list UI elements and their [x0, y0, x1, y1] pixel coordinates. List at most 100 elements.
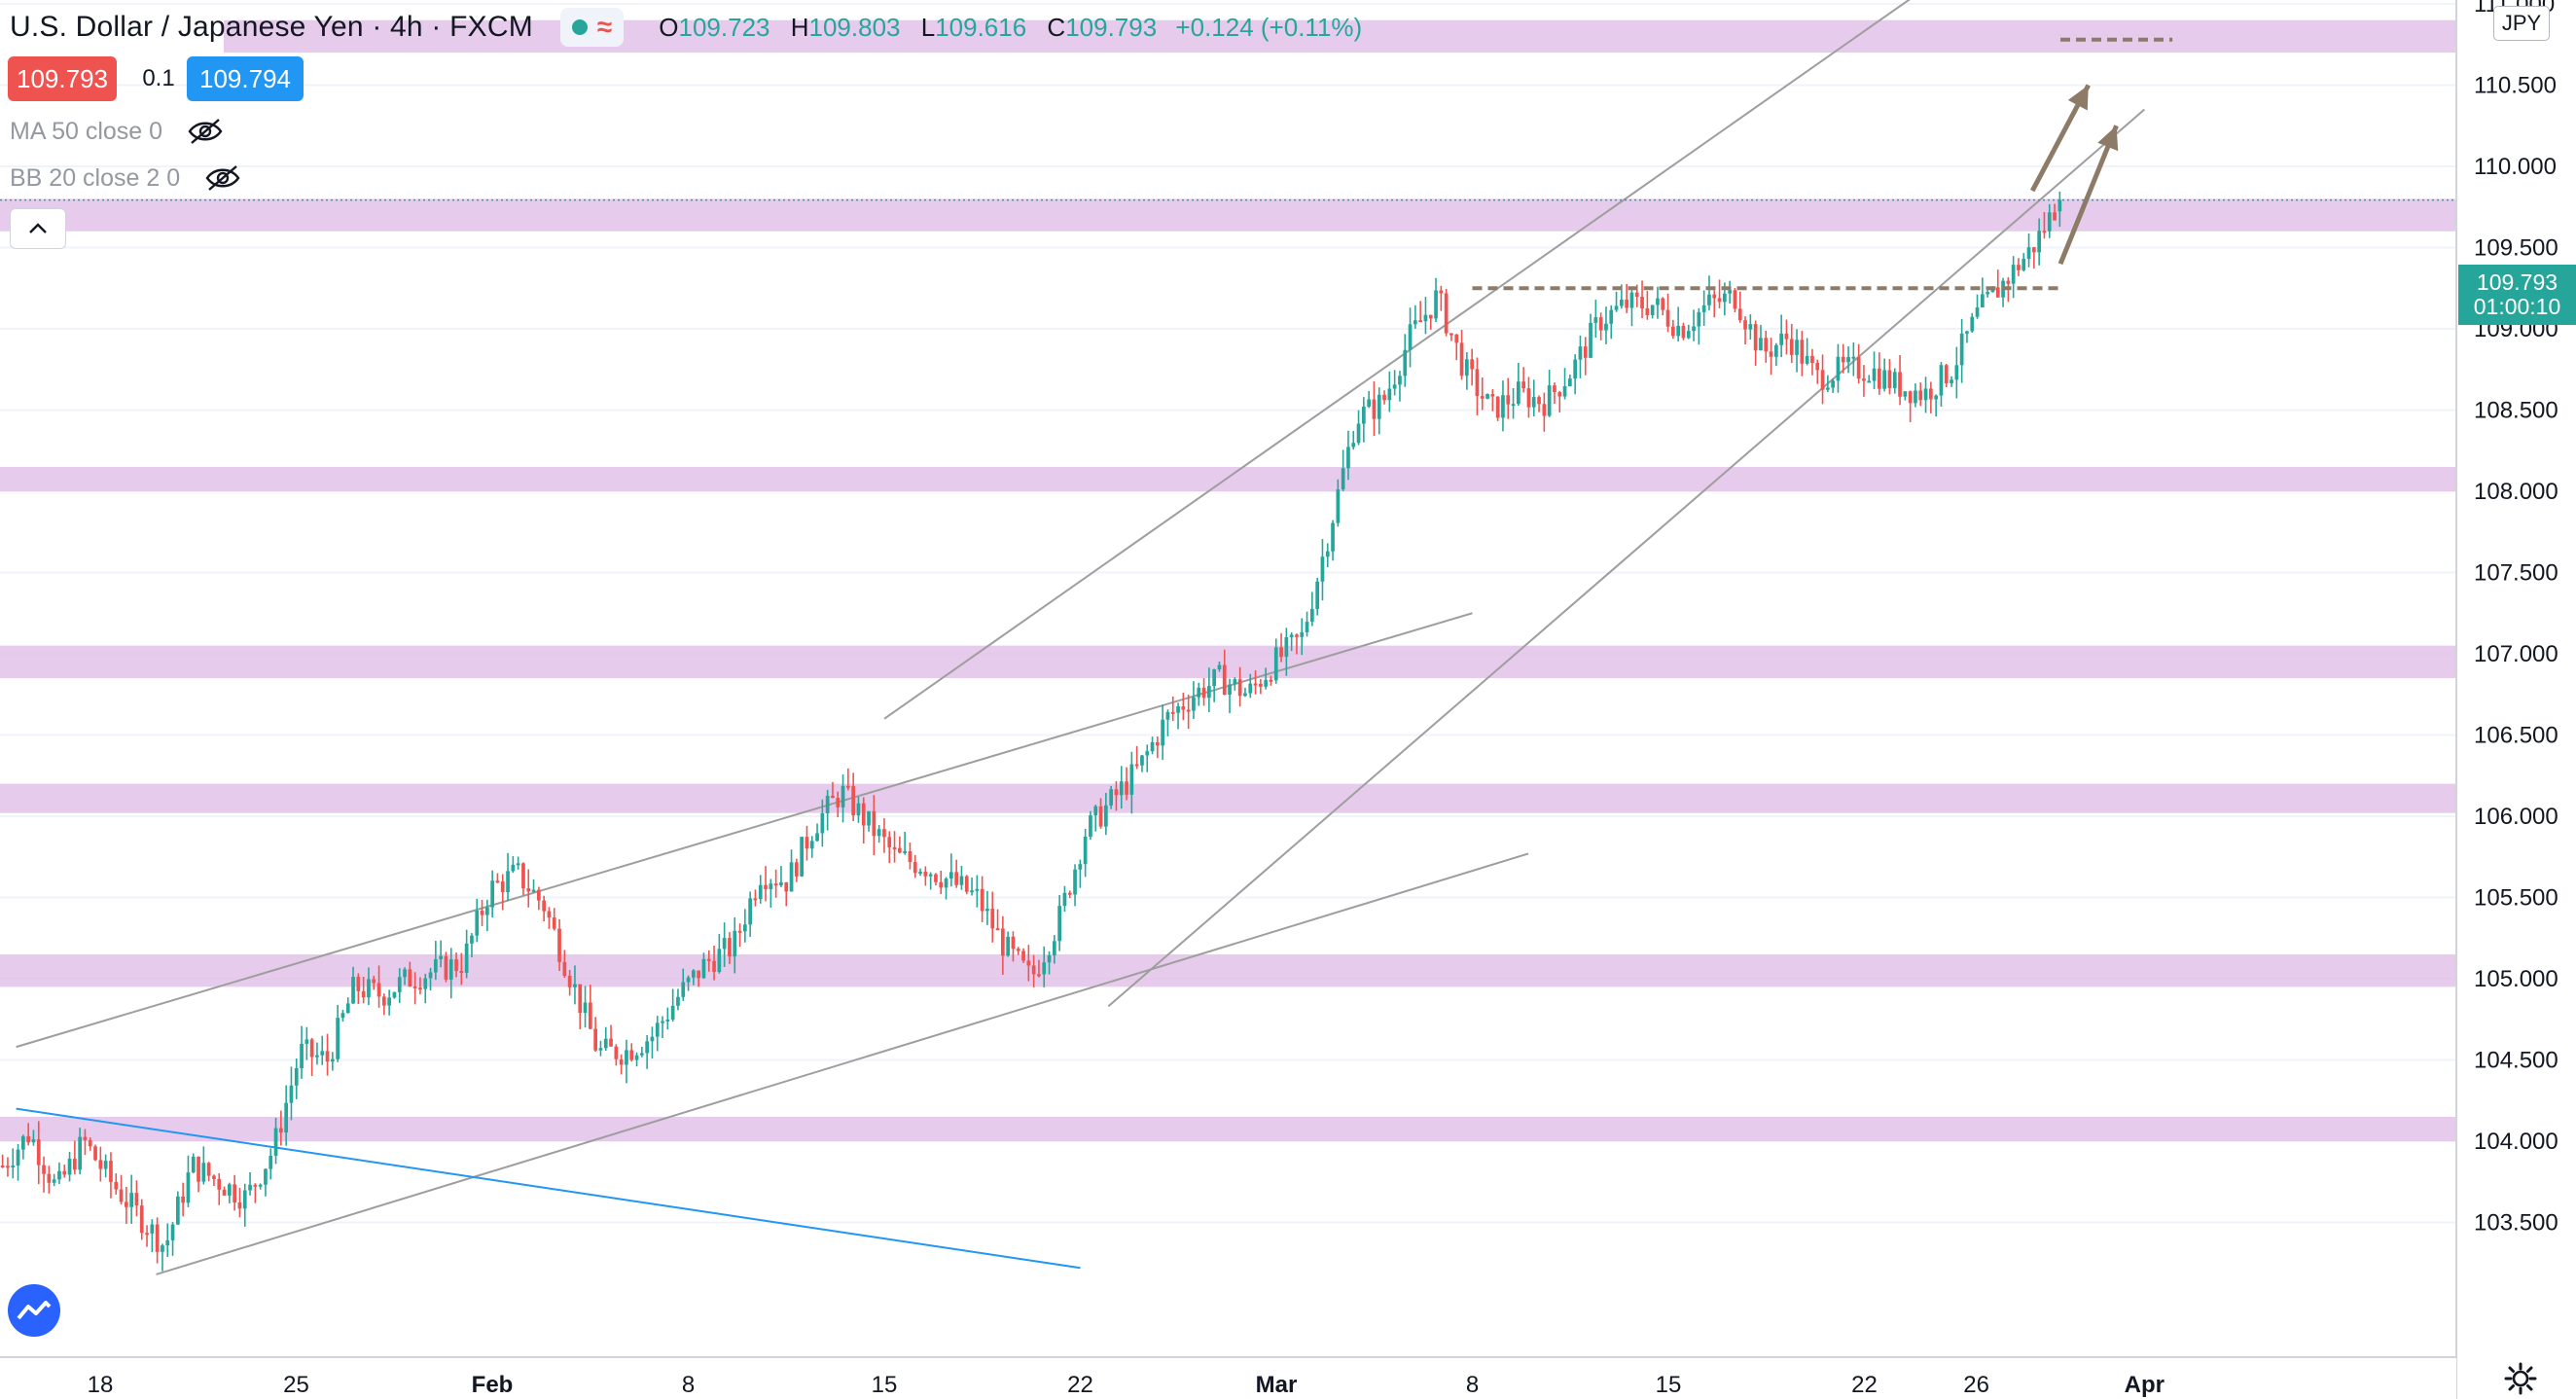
candle-body [1320, 556, 1325, 582]
candle-body [1093, 806, 1098, 816]
price-tick-label: 105.500 [2474, 885, 2558, 912]
candle-body [1573, 359, 1578, 379]
candle-body [387, 997, 392, 1006]
indicator-ma[interactable]: MA 50 close 0 [10, 117, 225, 146]
candle-body [748, 898, 753, 925]
candle-body [253, 1184, 258, 1187]
collapse-legend-button[interactable] [10, 208, 66, 249]
candle-body [856, 803, 861, 816]
candle-body [908, 850, 912, 863]
candle-body [62, 1170, 67, 1175]
candle-body [1753, 324, 1758, 351]
candle-body [1567, 378, 1572, 387]
candle-body [1526, 388, 1531, 408]
candle-body [2006, 280, 2011, 284]
candle-body [470, 935, 474, 944]
candle-body [1109, 789, 1114, 806]
indicator-bb[interactable]: BB 20 close 2 0 [10, 163, 242, 193]
candle-body [448, 959, 453, 980]
candle-body [686, 977, 691, 983]
candle-body [1454, 334, 1459, 343]
candle-body [1795, 340, 1799, 355]
candle-body [1418, 320, 1423, 323]
buy-button[interactable]: 109.794 [187, 56, 304, 101]
candle-body [1444, 293, 1449, 334]
candle-body [264, 1168, 268, 1185]
tradingview-logo-icon[interactable] [8, 1284, 60, 1337]
candle-body [1392, 384, 1397, 389]
candle-body [1217, 664, 1222, 670]
candle-body [495, 880, 500, 883]
symbol-title[interactable]: U.S. Dollar / Japanese Yen · 4h · FXCM [10, 11, 533, 44]
candle-body [1954, 365, 1959, 380]
eye-off-icon[interactable] [186, 117, 225, 146]
time-tick-label: 25 [283, 1372, 309, 1398]
candle-body [970, 890, 974, 893]
candle-body [1640, 297, 1644, 308]
sell-button[interactable]: 109.793 [8, 56, 117, 101]
candle-body [820, 812, 825, 834]
candle-body [139, 1205, 144, 1234]
candle-body [1098, 806, 1103, 827]
candle-body [11, 1165, 16, 1167]
candle-body [26, 1135, 31, 1143]
candle-body [418, 987, 422, 990]
price-tick-label: 108.500 [2474, 398, 2558, 424]
eye-off-icon[interactable] [203, 163, 242, 193]
candle-body [454, 959, 458, 972]
settings-gear-icon[interactable] [2504, 1362, 2537, 1395]
close-label: C [1047, 12, 1066, 42]
candle-body [1006, 936, 1011, 956]
candle-body [1125, 781, 1128, 795]
candle-body [161, 1245, 164, 1252]
candle-body [1490, 394, 1495, 397]
candle-body [197, 1156, 200, 1182]
arrow-head [2067, 85, 2089, 111]
candle-body [206, 1163, 211, 1176]
time-tick-label: 15 [872, 1372, 898, 1398]
candle-body [165, 1239, 170, 1246]
candle-body [939, 881, 944, 888]
candle-body [1547, 385, 1552, 416]
candle-body [2042, 231, 2047, 233]
candle-body [1052, 941, 1056, 955]
candle-body [490, 880, 495, 908]
high-value: 109.803 [808, 12, 901, 42]
candle-body [1862, 378, 1866, 381]
candle-body [1485, 394, 1489, 399]
candle-body [676, 996, 680, 1006]
candle-body [887, 837, 892, 847]
candle-body [57, 1170, 61, 1180]
candle-body [1923, 388, 1928, 401]
arrow-line [2057, 125, 2119, 266]
candle-body [980, 888, 984, 912]
candle-body [773, 883, 778, 886]
candle-body [867, 810, 871, 826]
low-label: L [920, 12, 936, 42]
trendline [156, 852, 1529, 1275]
candle-body [268, 1155, 273, 1169]
candle-body [650, 1036, 655, 1042]
candle-body [521, 863, 525, 889]
candle-body [948, 872, 953, 879]
candle-body [1841, 356, 1845, 363]
candle-body [1480, 396, 1485, 399]
candle-body [1341, 468, 1345, 490]
candle-body [1057, 906, 1062, 942]
candle-body [181, 1196, 186, 1203]
candle-body [593, 1028, 598, 1051]
candle-body [1511, 404, 1516, 407]
candle-body [655, 1022, 660, 1037]
candle-body [1810, 355, 1814, 364]
candle-body [1201, 687, 1206, 699]
candle-body [1289, 634, 1294, 637]
candle-body [2031, 247, 2036, 253]
currency-button[interactable]: JPY [2493, 6, 2550, 41]
candle-body [273, 1128, 278, 1156]
candle-body [1562, 386, 1567, 397]
market-status-pill[interactable]: ≈ [559, 8, 625, 47]
candle-body [1237, 679, 1242, 697]
candle-body [52, 1179, 56, 1183]
